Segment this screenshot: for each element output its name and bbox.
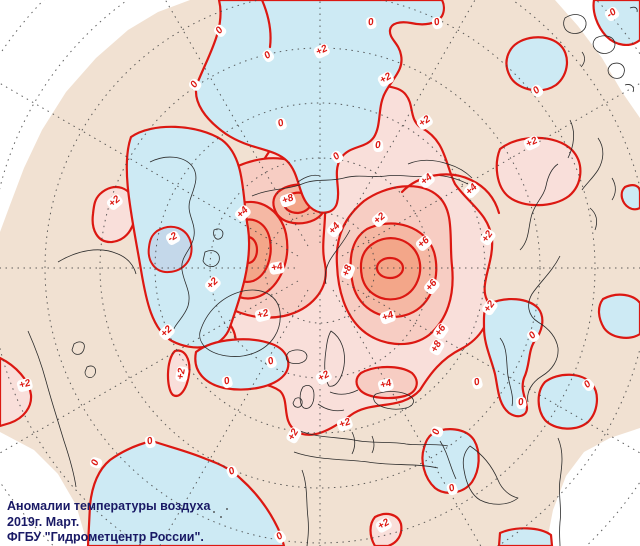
contour-label: +2 xyxy=(376,69,396,89)
contour-label: -2 xyxy=(164,229,182,247)
contour-label: 0 xyxy=(329,149,345,165)
contour-label: +8 xyxy=(339,261,357,281)
contour-label: +8 xyxy=(427,337,447,357)
contour-label: +8 xyxy=(278,191,298,209)
negative-anomaly-regions xyxy=(86,0,640,546)
contour-label: +2 xyxy=(105,192,125,212)
contour-label: +4 xyxy=(462,180,482,200)
contour-label: +4 xyxy=(377,377,395,393)
contour-label: +6 xyxy=(422,276,442,296)
contour-label: +2 xyxy=(284,425,304,445)
contour-label: +2 xyxy=(157,322,177,342)
contour-label: 0 xyxy=(529,83,545,99)
contour-label: +6 xyxy=(414,233,434,253)
caption-line-3: ФГБУ "Гидрометцентр России". xyxy=(7,530,204,544)
coastlines xyxy=(27,6,638,546)
contour-label: +2 xyxy=(478,227,498,247)
contour-label: 0 xyxy=(220,374,234,390)
contour-label: 0 xyxy=(274,116,288,132)
contour-label: +2 xyxy=(480,297,500,317)
contour-label: 0 xyxy=(445,481,459,497)
contour-label: +4 xyxy=(417,170,437,190)
contour-label: +2 xyxy=(415,112,435,132)
contour-label: 0 xyxy=(225,464,239,480)
contour-label: +4 xyxy=(378,308,398,326)
contour-label: 0 xyxy=(372,139,384,153)
contour-label: +2 xyxy=(522,134,542,152)
contour-label: +2 xyxy=(314,367,334,387)
contour-label: +2 xyxy=(16,377,34,393)
caption-line-1: Аномалии температуры воздуха xyxy=(7,499,211,513)
contour-label: 0 xyxy=(525,328,541,344)
contour-label: +2 xyxy=(312,42,332,60)
contour-label: +4 xyxy=(268,260,286,276)
contour-label: +4 xyxy=(325,219,345,239)
contour-label: -0 xyxy=(603,5,621,23)
contour-label: +2 xyxy=(374,515,394,535)
contour-label: +2 xyxy=(370,209,390,229)
contour-label: +4 xyxy=(233,203,253,223)
contour-label: 0 xyxy=(212,23,228,39)
contour-label: 0 xyxy=(260,48,276,64)
contour-label: 0 xyxy=(515,396,527,410)
contour-label: +2 xyxy=(203,274,223,294)
contour-label: 0 xyxy=(365,16,377,30)
contour-label: +6 xyxy=(431,321,451,341)
contour-label: 0 xyxy=(429,425,445,439)
contour-label: +2 xyxy=(335,415,355,433)
contour-label: 0 xyxy=(430,15,444,31)
contour-label: 0 xyxy=(272,529,288,545)
map-caption: Аномалии температуры воздуха 2019г. Март… xyxy=(7,499,210,546)
contour-label: +2 xyxy=(254,307,272,323)
contour-label: 0 xyxy=(580,377,596,393)
contour-label: 0 xyxy=(187,77,203,93)
contour-label: 0 xyxy=(470,375,484,391)
contour-label: 0 xyxy=(264,354,278,370)
caption-line-2: 2019г. Март. xyxy=(7,514,80,529)
contour-label: 0 xyxy=(143,434,157,450)
contour-label: +2 xyxy=(174,365,190,383)
contour-label: 0 xyxy=(88,456,104,470)
